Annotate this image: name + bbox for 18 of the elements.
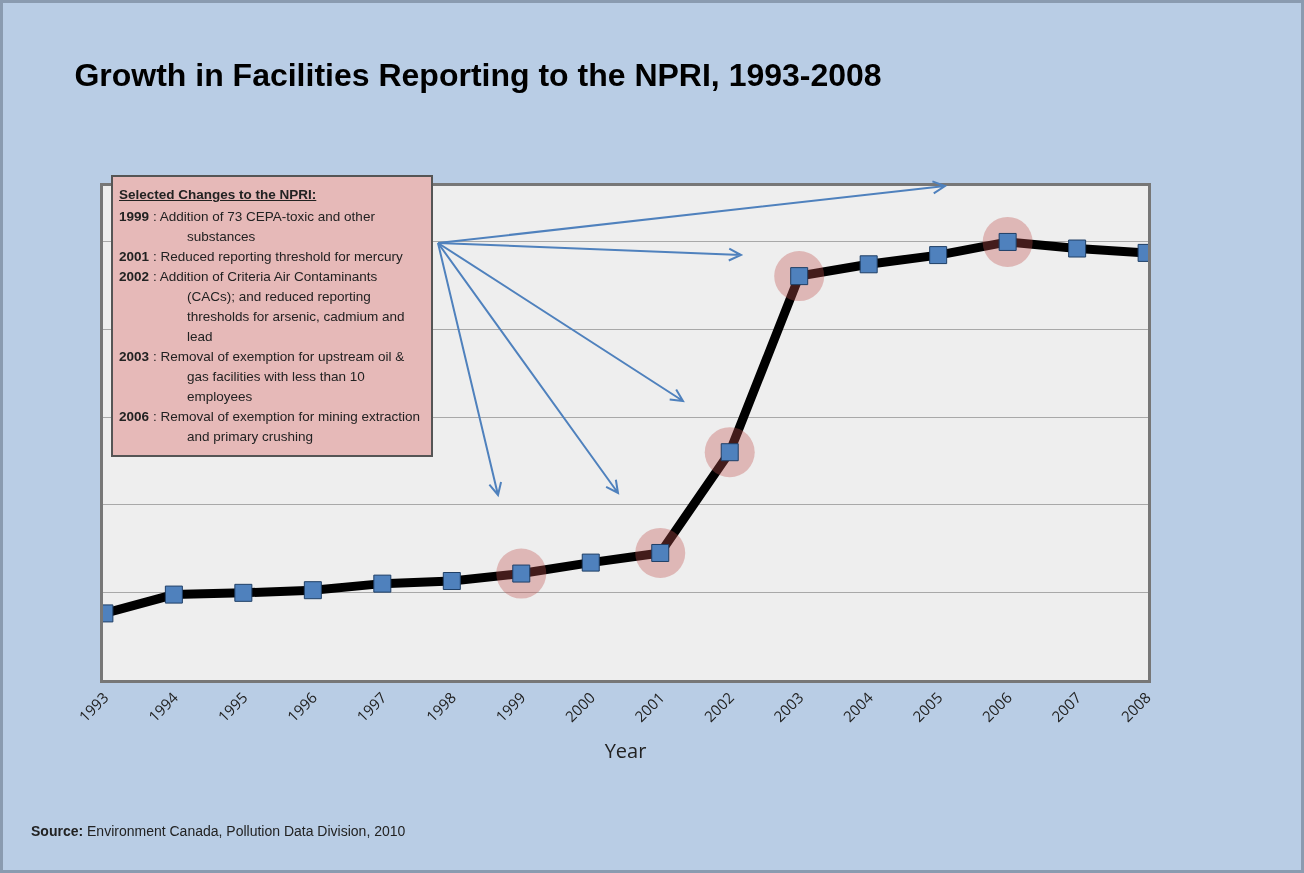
- annotation: 2003: Removal of exemption for upstream oil & gas facilities with less than 10 employees: [119, 348, 406, 406]
- point: [929, 246, 948, 265]
- x-axis-title: Year: [604, 737, 647, 765]
- text: Selected Changes to the NPRI:: [119, 186, 318, 204]
- point: [303, 581, 322, 600]
- annotation: 2002: Addition of Criteria Air Contaminants (CACs); and reduced reporting thresholds for arsenic, cadmium and lead: [119, 268, 406, 346]
- point: [234, 583, 253, 602]
- point: [581, 553, 600, 572]
- annotation: 2006: Removal of exemption for mining extraction and primary crushing: [119, 408, 422, 446]
- chart-title: Growth in Facilities Reporting to the NPRI, 1993-2008: [74, 57, 882, 94]
- point: [859, 255, 878, 274]
- point: [373, 574, 392, 593]
- source-note: Source: Environment Canada, Pollution Data Division, 2010: [31, 823, 406, 839]
- point: [442, 572, 461, 590]
- annotation: 1999: Addition of 73 CEPA-toxic and other substances: [119, 208, 376, 246]
- point: [1068, 239, 1087, 258]
- annotation: 2001: Reduced reporting threshold for mercury: [119, 248, 404, 266]
- point: [164, 585, 183, 604]
